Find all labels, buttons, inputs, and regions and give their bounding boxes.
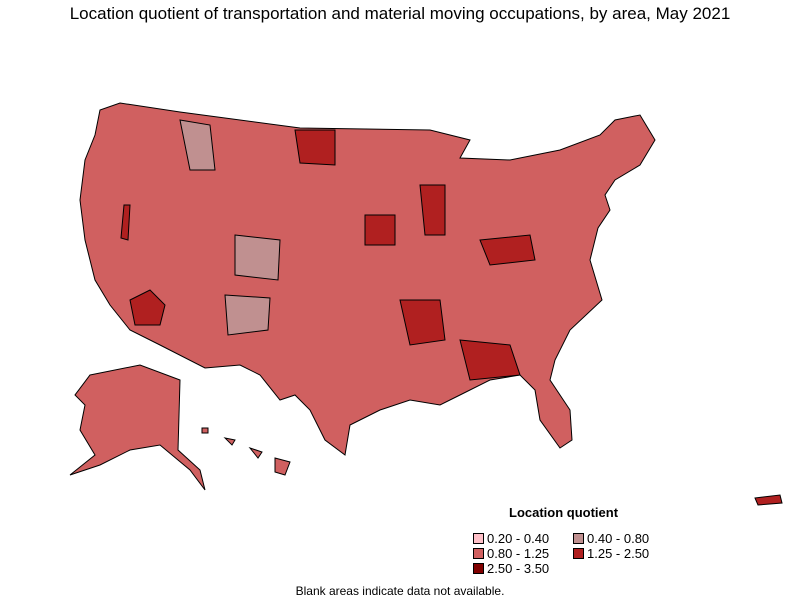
map-title: Location quotient of transportation and … bbox=[69, 4, 731, 23]
region-northdakota-high[interactable] bbox=[294, 129, 336, 166]
legend-item: 0.40 - 0.80 bbox=[573, 531, 649, 546]
region-colorado-low[interactable] bbox=[234, 234, 281, 281]
region-southeast-high[interactable] bbox=[399, 234, 536, 381]
legend-swatch bbox=[473, 563, 484, 574]
legend-swatch bbox=[573, 533, 584, 544]
legend-item: 0.20 - 0.40 bbox=[473, 531, 549, 546]
region-puerto-rico[interactable] bbox=[754, 494, 783, 506]
legend-swatch bbox=[473, 533, 484, 544]
legend-label: 2.50 - 3.50 bbox=[487, 561, 550, 576]
legend-swatch bbox=[573, 548, 584, 559]
region-midwest-high[interactable] bbox=[364, 184, 446, 246]
region-hawaii[interactable] bbox=[201, 427, 291, 476]
legend-label: 0.20 - 0.40 bbox=[487, 531, 550, 546]
footnote: Blank areas indicate data not available. bbox=[295, 584, 505, 598]
legend-swatch bbox=[473, 548, 484, 559]
legend-label: 0.80 - 1.25 bbox=[487, 546, 550, 561]
region-newmexico-low[interactable] bbox=[224, 294, 271, 336]
legend-label: 1.25 - 2.50 bbox=[587, 546, 650, 561]
region-idaho-low[interactable] bbox=[179, 119, 216, 171]
region-nevada-high[interactable] bbox=[120, 204, 131, 241]
region-arizona-high[interactable] bbox=[129, 289, 166, 326]
legend-item: 0.80 - 1.25 bbox=[473, 546, 549, 561]
legend-label: 0.40 - 0.80 bbox=[587, 531, 650, 546]
legend-title: Location quotient bbox=[509, 505, 619, 520]
legend-item: 2.50 - 3.50 bbox=[473, 561, 549, 576]
legend-item: 1.25 - 2.50 bbox=[573, 546, 649, 561]
region-alaska[interactable] bbox=[69, 364, 206, 491]
